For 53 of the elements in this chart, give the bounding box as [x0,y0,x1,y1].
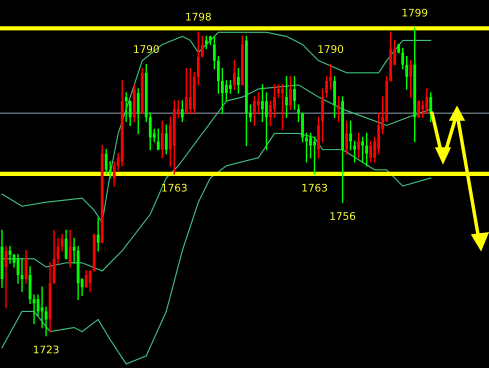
candlestick [277,84,280,98]
candlestick [8,246,12,264]
candlestick [281,84,284,130]
candlestick [365,132,368,166]
candlestick [32,294,36,324]
candlestick [16,254,20,284]
candlestick [357,132,360,158]
candlestick [369,140,372,162]
annotation: 1799 [402,8,428,17]
candlestick [361,136,364,162]
candlestick [233,60,236,90]
candlestick [285,76,288,118]
candlestick [196,32,200,86]
candlestick [409,60,412,98]
candlestick [104,148,108,175]
annotation: 1756 [330,212,356,220]
candlestick [261,84,264,122]
candlestick [293,76,296,110]
candlestick [305,132,308,162]
candlestick [253,96,256,126]
candlestick [325,76,328,98]
candlestick [40,286,44,328]
candlestick [417,100,420,118]
candlestick [4,246,8,308]
candlestick [204,36,208,50]
candlestick [257,92,260,114]
annotation: 1763 [162,184,187,192]
candlestick [349,120,352,150]
candlestick [265,92,268,150]
candlestick [228,80,232,94]
candlestick [84,270,88,288]
candlestick [337,96,340,122]
candlestick [68,230,72,268]
candlestick [128,100,132,126]
candlestick [297,104,300,122]
annotation: 1763 [302,184,327,192]
candlestick [313,136,316,175]
annotation: 1798 [186,12,211,21]
candlestick [269,100,272,126]
candlestick [20,258,24,292]
candlestick [224,80,228,102]
annotation: 1723 [34,346,58,354]
candlestick [180,100,184,122]
candlestick [64,230,68,260]
candlestick [345,120,348,154]
candlestick [309,132,312,158]
candlestick [273,84,276,118]
candlestick [24,250,28,284]
candlestick [200,36,204,58]
annotation: 1790 [318,45,344,53]
candlestick [405,56,408,90]
candlestick [237,68,240,94]
candlestick [289,76,292,110]
